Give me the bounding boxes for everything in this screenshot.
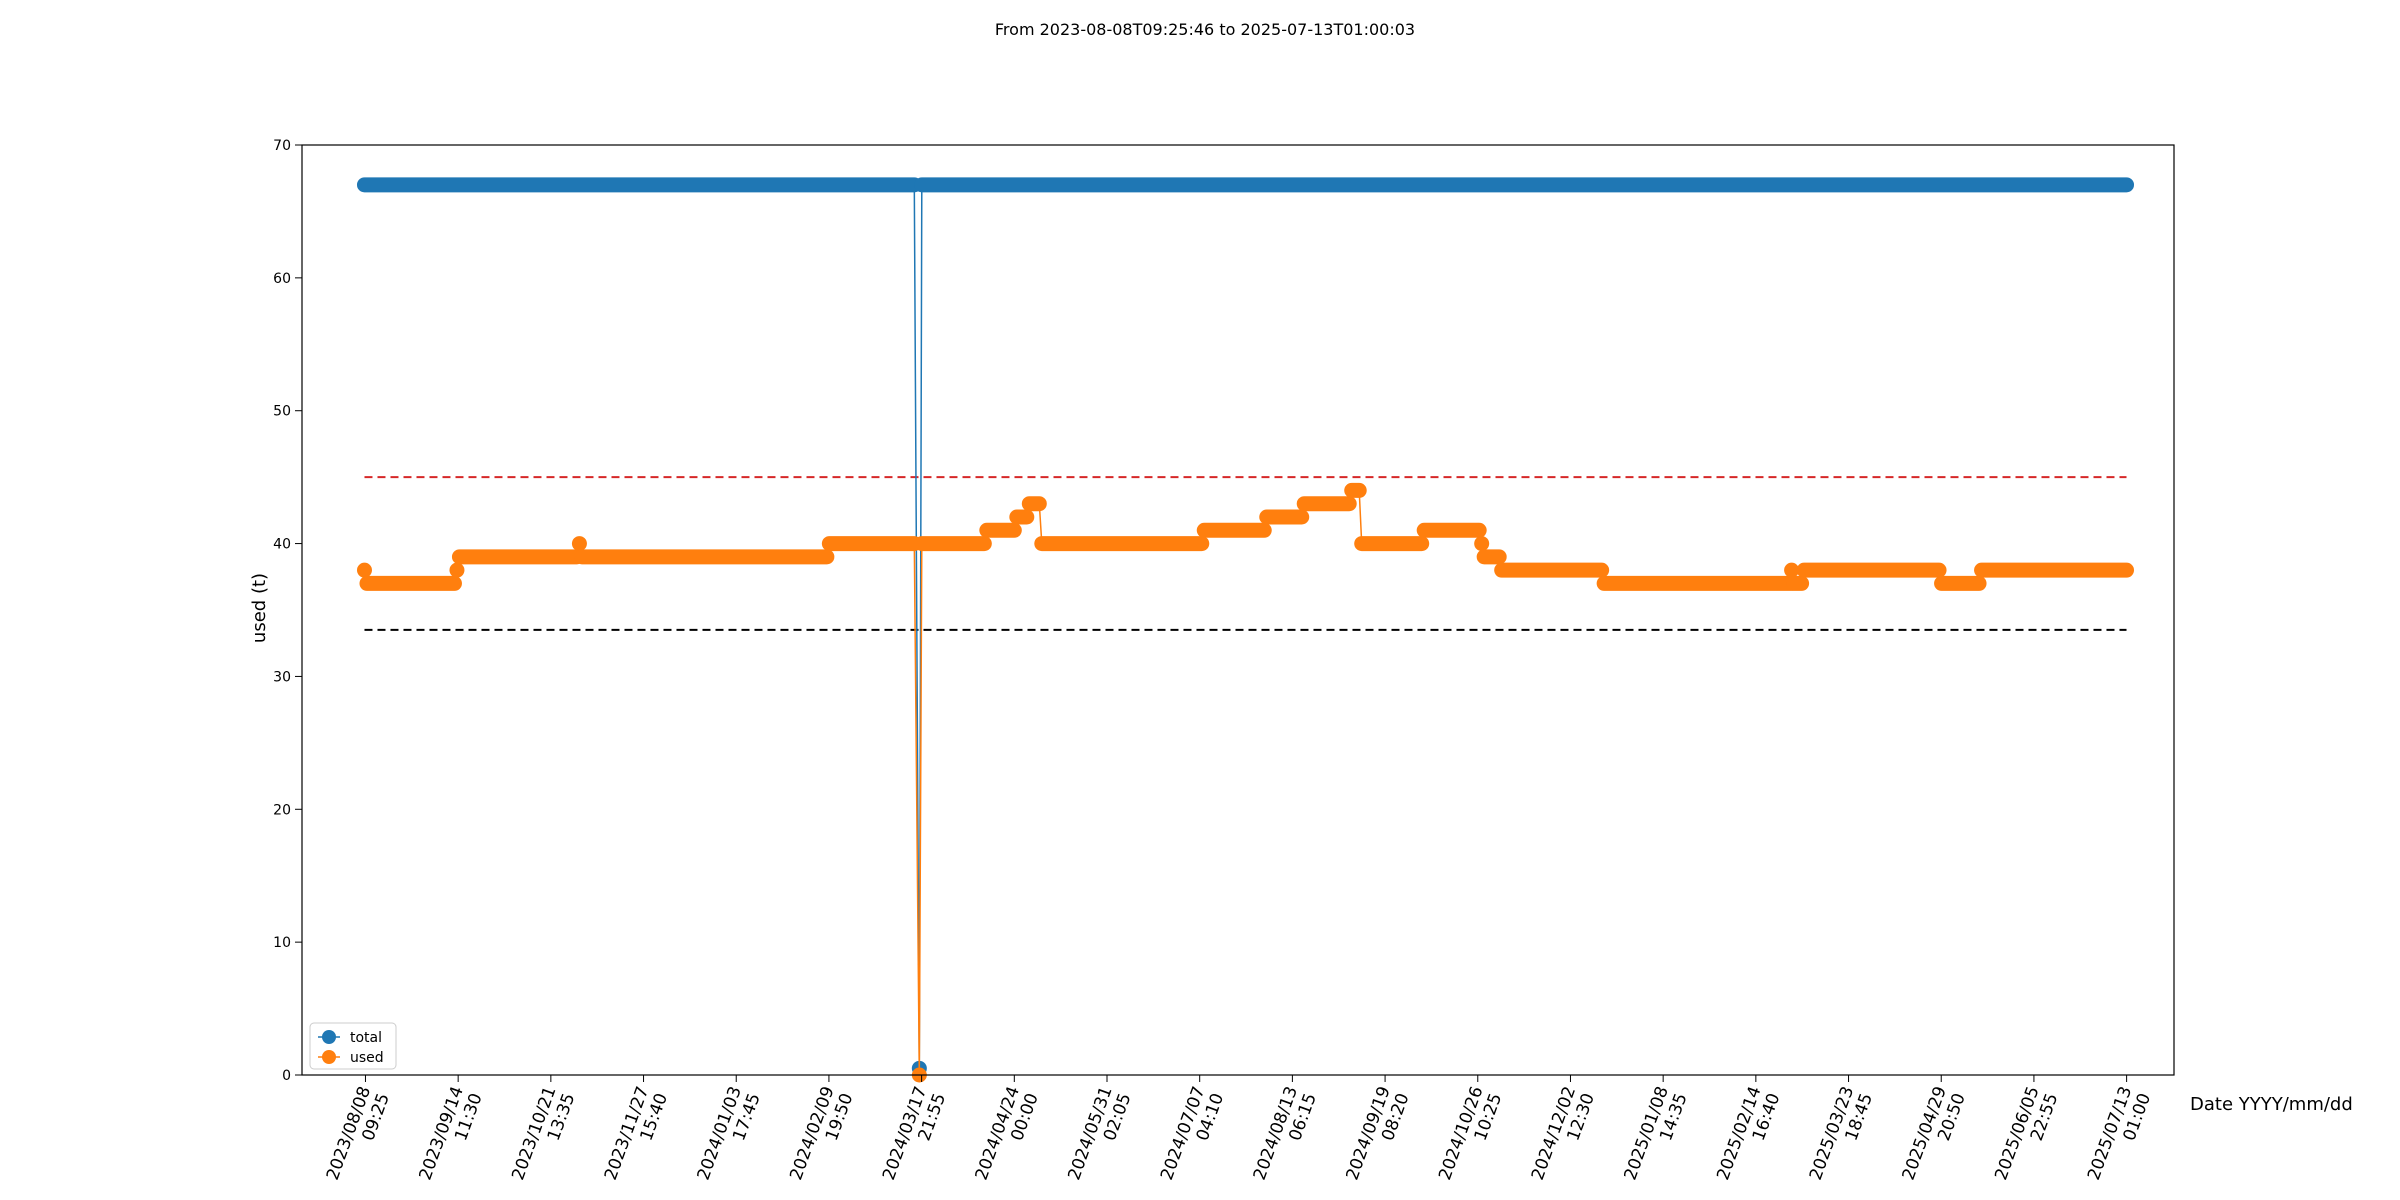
y-tick-label: 70 xyxy=(273,138,291,154)
data-point-used xyxy=(1784,562,1800,578)
x-tick-label: 2024/08/1306:15 xyxy=(1250,1084,1321,1190)
x-tick-label: 2025/06/0522:55 xyxy=(1991,1084,2062,1190)
x-tick-label: 2024/02/0919:50 xyxy=(786,1084,857,1190)
data-point-used xyxy=(356,562,372,578)
x-tick-label: 2025/07/1301:00 xyxy=(2084,1084,2155,1190)
axes: 0 10 20 30 40 50 60 70 2023/08/0809:25 2023/09/14… xyxy=(273,138,2175,1190)
series-line-total xyxy=(364,184,2127,1069)
chart-title: From 2023-08-08T09:25:46 to 2025-07-13T0… xyxy=(995,20,1415,39)
series-line-used xyxy=(363,489,2127,1076)
x-tick-label: 2023/09/1411:30 xyxy=(416,1084,487,1190)
x-tick-label: 2024/07/0704:10 xyxy=(1157,1084,1228,1190)
legend-marker-total xyxy=(322,1030,336,1044)
y-tick-label: 30 xyxy=(273,669,291,685)
y-tick-label: 40 xyxy=(273,537,291,553)
x-tick-label: 2025/04/2920:50 xyxy=(1899,1084,1970,1190)
x-tick-label: 2025/02/1416:40 xyxy=(1713,1084,1784,1190)
plot-area xyxy=(356,177,2135,1083)
x-tick-label: 2023/08/0809:25 xyxy=(323,1084,394,1190)
x-tick-label: 2024/05/3102:05 xyxy=(1064,1084,1135,1190)
legend-label-total: total xyxy=(350,1030,382,1046)
x-tick-label: 2023/10/2113:35 xyxy=(508,1084,579,1190)
data-point-used xyxy=(1474,536,1490,552)
x-tick-label: 2023/11/2715:40 xyxy=(601,1084,672,1190)
plot-frame xyxy=(301,144,2175,1076)
x-tick-label: 2024/01/0317:45 xyxy=(694,1084,765,1190)
series-used xyxy=(356,482,2135,1083)
data-point-used xyxy=(449,562,465,578)
y-tick-label: 20 xyxy=(273,802,291,818)
legend: total used xyxy=(309,1022,397,1070)
x-tick-label: 2024/12/0212:30 xyxy=(1528,1084,1599,1190)
x-tick-label: 2024/04/2400:00 xyxy=(972,1084,1043,1190)
legend-label-used: used xyxy=(350,1050,384,1066)
x-tick-label: 2024/10/2610:25 xyxy=(1435,1084,1506,1190)
x-tick-label: 2024/09/1908:20 xyxy=(1342,1084,1413,1190)
y-tick-label: 50 xyxy=(273,404,291,420)
x-tick-label: 2025/03/2318:45 xyxy=(1806,1084,1877,1190)
x-axis-label: Date YYYY/mm/dd xyxy=(2190,1094,2353,1115)
data-point-used xyxy=(571,536,587,552)
y-tick-label: 60 xyxy=(273,271,291,287)
x-tick-label: 2025/01/0814:35 xyxy=(1621,1084,1692,1190)
y-axis-label: used (t) xyxy=(249,573,270,643)
x-tick-label: 2024/03/1721:55 xyxy=(879,1084,950,1190)
y-tick-label: 0 xyxy=(282,1068,291,1084)
y-tick-label: 10 xyxy=(273,935,291,951)
legend-marker-used xyxy=(322,1050,336,1064)
